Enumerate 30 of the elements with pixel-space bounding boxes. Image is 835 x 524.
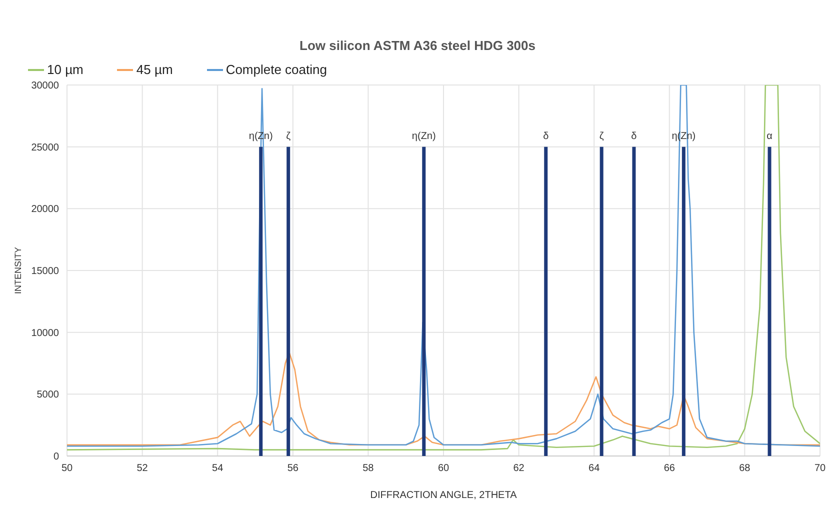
y-tick-label: 0 (53, 452, 60, 463)
legend-label: 45 µm (136, 62, 173, 77)
y-tick-label: 30000 (31, 80, 60, 92)
x-tick-label: 70 (814, 463, 826, 474)
y-tick-label: 25000 (31, 142, 60, 154)
y-tick-label: 20000 (31, 204, 60, 216)
data-label: η(Zn) (412, 130, 436, 142)
x-tick-label: 52 (136, 463, 148, 474)
chart-title: Low silicon ASTM A36 steel HDG 300s (298, 37, 536, 55)
y-tick-label: 15000 (31, 266, 60, 278)
x-tick-label: 56 (287, 463, 299, 474)
legend-label: Complete coating (226, 62, 327, 77)
x-tick-label: 62 (513, 463, 525, 474)
x-tick-label: 50 (61, 463, 73, 474)
x-tick-label: 54 (212, 463, 224, 474)
x-tick-label: 68 (739, 463, 751, 474)
data-label: δ (543, 130, 550, 142)
data-label: α (766, 130, 773, 142)
y-axis-title: INTENSITY (13, 246, 24, 294)
data-label: δ (631, 130, 638, 142)
y-tick-label: 5000 (36, 390, 60, 401)
x-axis-title: DIFFRACTION ANGLE, 2THETA (370, 490, 518, 501)
x-tick-label: 66 (664, 463, 676, 474)
legend-label: 10 µm (47, 62, 84, 77)
x-tick-label: 64 (588, 463, 600, 474)
x-tick-label: 60 (438, 463, 450, 474)
data-label: ζ (599, 130, 604, 142)
x-tick-label: 58 (362, 463, 374, 474)
y-tick-label: 10000 (31, 328, 60, 339)
data-label: ζ (286, 130, 292, 142)
